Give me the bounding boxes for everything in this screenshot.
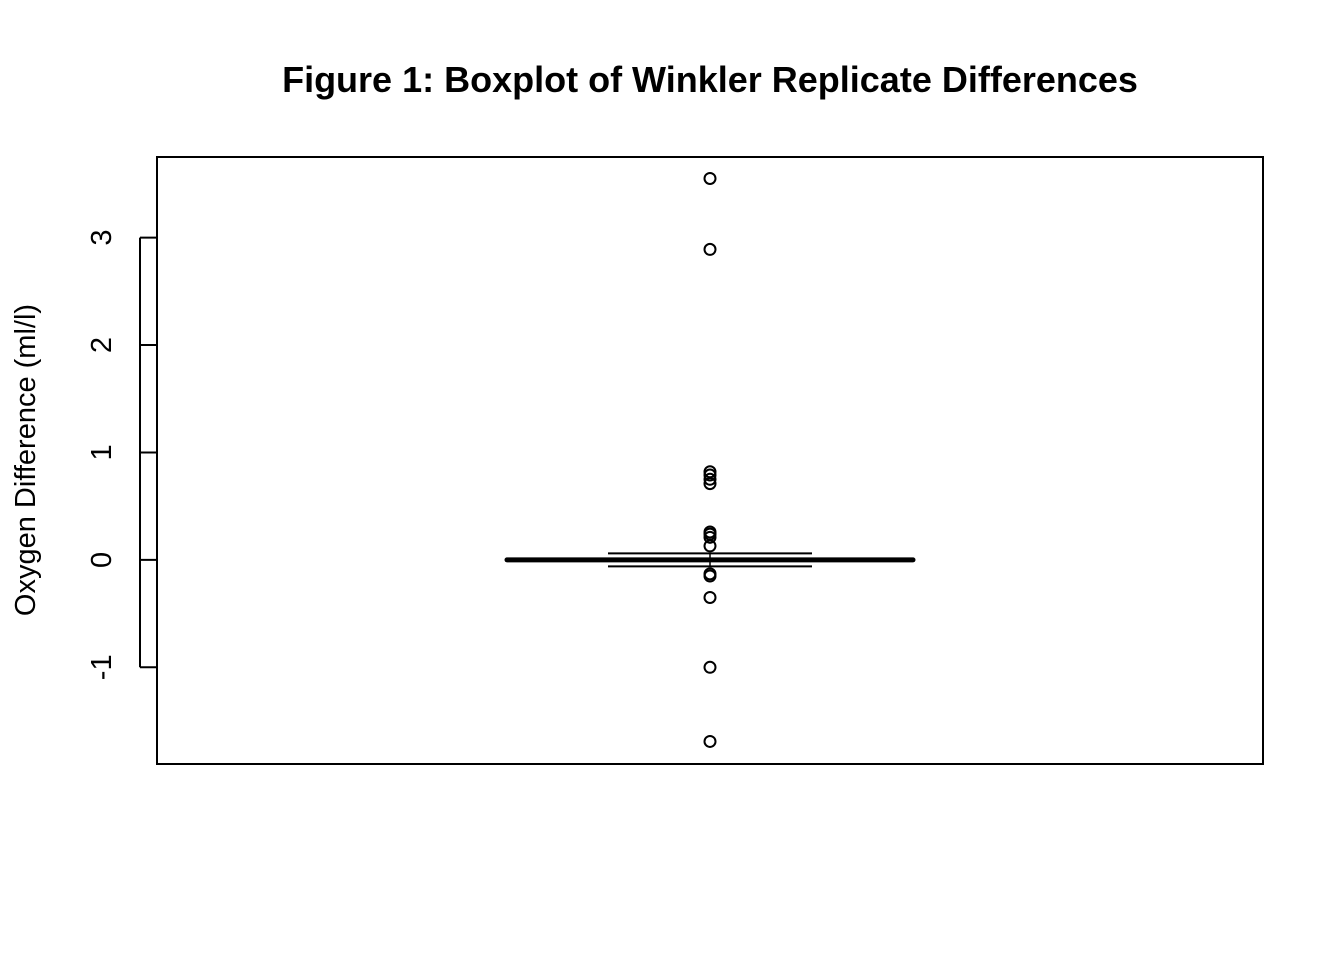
outlier-point (703, 242, 717, 256)
y-tick-label: 0 (86, 552, 118, 568)
y-axis: -1 0 1 2 3 (86, 230, 157, 680)
outlier-point (703, 539, 717, 553)
outlier-point (703, 590, 717, 604)
outlier-point (703, 477, 717, 491)
outlier-point (703, 660, 717, 674)
y-axis-label: Oxygen Difference (ml/l) (10, 304, 42, 616)
chart-title: Figure 1: Boxplot of Winkler Replicate D… (282, 59, 1138, 100)
y-tick-label: 3 (86, 230, 118, 246)
boxplot (504, 552, 916, 568)
y-tick-label: 2 (86, 337, 118, 353)
outlier-point (703, 171, 717, 185)
outlier-point (703, 468, 717, 482)
y-tick-label: -1 (86, 654, 118, 680)
outlier-point (703, 530, 717, 544)
outliers (703, 171, 717, 748)
plot-frame (156, 156, 1264, 765)
outlier-point (703, 569, 717, 583)
outlier-point (703, 472, 717, 486)
outlier-point (703, 734, 717, 748)
y-tick-label: 1 (86, 444, 118, 460)
